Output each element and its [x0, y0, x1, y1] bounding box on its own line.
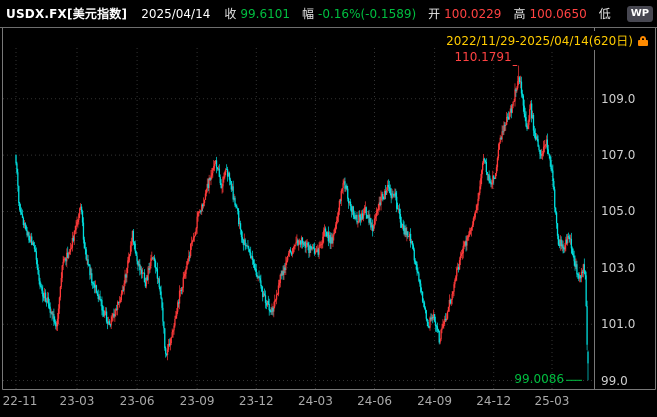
- change-field: 幅 -0.16%(-0.1589): [302, 5, 416, 22]
- high-label: 高: [513, 7, 526, 21]
- y-axis-label-105: 105.0: [601, 204, 636, 219]
- high-field: 高 100.0650: [513, 5, 586, 22]
- quote-header-bar: USDX.FX[美元指数] 2025/04/14 收 99.6101 幅 -0.16…: [0, 0, 657, 28]
- x-axis-label-23-09: 23-09: [179, 394, 215, 408]
- close-label: 收: [224, 7, 237, 21]
- date-range-bar: 2022/11/29-2025/04/14(620日): [444, 31, 650, 50]
- period-high-annotation: 110.1791: [454, 50, 512, 65]
- period-low-annotation: 99.0086: [514, 372, 564, 387]
- y-axis-label-99: 99.0: [601, 373, 628, 388]
- lock-icon[interactable]: [638, 35, 648, 46]
- wp-logo-badge: WP: [626, 5, 654, 22]
- low-label: 低: [598, 7, 611, 21]
- x-axis-label-24-12: 24-12: [476, 394, 512, 408]
- date-range-label: 2022/11/29-2025/04/14(620日): [446, 34, 633, 48]
- open-field: 开 100.0229: [428, 5, 501, 22]
- candlestick-chart-area[interactable]: 109.0 107.0 105.0 103.0 101.0 99.0 22-11…: [0, 28, 657, 417]
- change-value: -0.16%(-0.1589): [318, 7, 417, 21]
- x-axis-label-25-03: 25-03: [534, 394, 570, 408]
- change-label: 幅: [302, 7, 315, 21]
- x-axis-label-23-12: 23-12: [238, 394, 274, 408]
- x-axis-label-24-09: 24-09: [417, 394, 453, 408]
- y-axis-label-109: 109.0: [601, 91, 636, 106]
- quote-date: 2025/04/14: [141, 6, 211, 21]
- open-label: 开: [428, 7, 441, 21]
- lock-shackle: [640, 35, 646, 41]
- y-axis-label-101: 101.0: [601, 317, 636, 332]
- x-axis-label-22-11: 22-11: [2, 394, 38, 408]
- symbol-title[interactable]: USDX.FX[美元指数]: [6, 7, 128, 21]
- plot-canvas: [2, 28, 656, 390]
- x-axis-label-23-03: 23-03: [59, 394, 95, 408]
- y-axis-label-107: 107.0: [601, 148, 636, 163]
- x-axis-label-23-06: 23-06: [119, 394, 155, 408]
- x-axis-label-24-03: 24-03: [297, 394, 333, 408]
- close-value: 99.6101: [240, 7, 290, 21]
- low-field: 低: [599, 5, 615, 22]
- high-value: 100.0650: [529, 7, 587, 21]
- open-value: 100.0229: [444, 7, 502, 21]
- close-field: 收 99.6101: [224, 5, 290, 22]
- y-axis-label-103: 103.0: [601, 260, 636, 275]
- lock-body: [638, 39, 648, 46]
- x-axis-label-24-06: 24-06: [357, 394, 392, 408]
